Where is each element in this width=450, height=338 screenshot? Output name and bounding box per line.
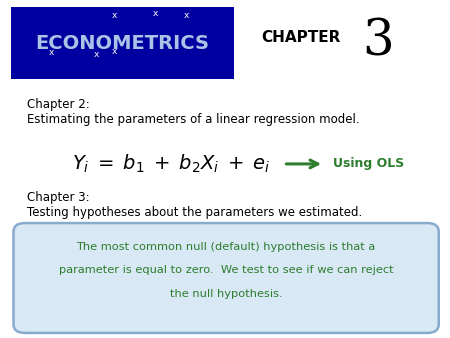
FancyBboxPatch shape <box>14 223 439 333</box>
Text: ECONOMETRICS: ECONOMETRICS <box>36 33 210 53</box>
Text: The most common null (default) hypothesis is that a: The most common null (default) hypothesi… <box>76 242 376 252</box>
Text: x: x <box>112 47 117 56</box>
Text: CHAPTER: CHAPTER <box>261 30 340 45</box>
Text: Testing hypotheses about the parameters we estimated.: Testing hypotheses about the parameters … <box>27 207 362 219</box>
Text: Chapter 2:: Chapter 2: <box>27 98 90 111</box>
Text: $Y_i \;=\; b_1 \;+\; b_2 X_i \;+\; e_i$: $Y_i \;=\; b_1 \;+\; b_2 X_i \;+\; e_i$ <box>72 153 270 175</box>
Text: x: x <box>94 50 99 58</box>
Text: the null hypothesis.: the null hypothesis. <box>170 289 283 299</box>
Text: Chapter 3:: Chapter 3: <box>27 191 90 204</box>
Text: 3: 3 <box>362 18 394 67</box>
Text: x: x <box>153 9 158 18</box>
Text: x: x <box>49 48 54 57</box>
Text: Estimating the parameters of a linear regression model.: Estimating the parameters of a linear re… <box>27 114 360 126</box>
Text: x: x <box>184 11 189 20</box>
FancyBboxPatch shape <box>11 7 234 79</box>
Text: parameter is equal to zero.  We test to see if we can reject: parameter is equal to zero. We test to s… <box>59 265 393 275</box>
Text: Using OLS: Using OLS <box>333 158 404 170</box>
Text: x: x <box>112 11 117 20</box>
